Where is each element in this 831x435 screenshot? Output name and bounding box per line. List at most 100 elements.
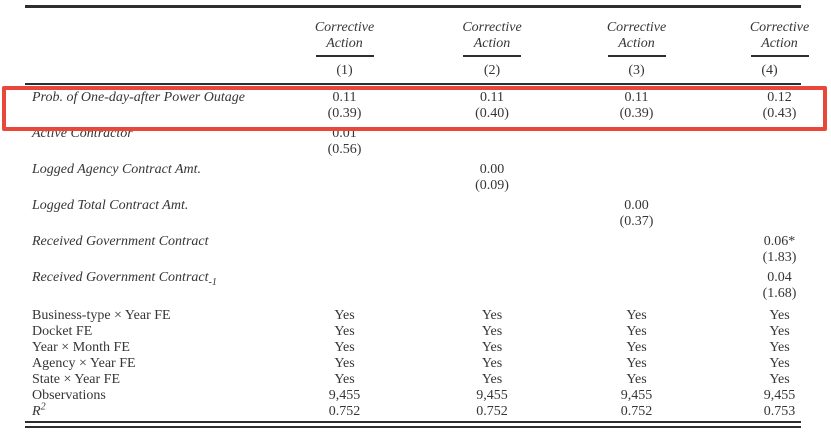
summary-value: Yes bbox=[334, 324, 355, 339]
t-statistic bbox=[270, 286, 419, 302]
t-statistic bbox=[565, 250, 708, 266]
coefficient-value bbox=[728, 198, 831, 214]
coefficient-cell bbox=[708, 196, 831, 232]
summary-value: 9,455 bbox=[328, 388, 361, 403]
coefficient-value bbox=[270, 162, 419, 178]
coefficient-value bbox=[565, 234, 708, 250]
coefficient-value bbox=[419, 198, 565, 214]
coefficient-value bbox=[270, 198, 419, 214]
coefficient-cell: 0.06* (1.83) bbox=[708, 232, 831, 268]
row-label: Logged Total Contract Amt. bbox=[32, 198, 189, 213]
summary-value: 0.752 bbox=[620, 404, 653, 419]
summary-value: 9,455 bbox=[620, 388, 653, 403]
coefficient-cell bbox=[419, 196, 565, 232]
t-statistic: (0.39) bbox=[619, 106, 654, 121]
coefficient-cell: 0.11 (0.40) bbox=[419, 83, 565, 124]
summary-row: Agency × Year FE Yes Yes Yes Yes bbox=[25, 356, 831, 372]
coefficient-cell bbox=[419, 124, 565, 160]
dependent-variable-row: Corrective Action Corrective Action Correc… bbox=[25, 6, 831, 57]
coefficient-value bbox=[419, 270, 565, 286]
t-statistic bbox=[270, 178, 419, 194]
coefficient-cell bbox=[270, 196, 419, 232]
summary-value: Yes bbox=[626, 356, 647, 371]
dependent-variable-label: Corrective Action bbox=[606, 20, 667, 51]
coefficient-value bbox=[270, 234, 419, 250]
column-header: Corrective Action bbox=[708, 6, 831, 57]
bottom-double-rule bbox=[25, 421, 801, 428]
variable-row: Received Government Contract 0.06* (1.83) bbox=[25, 232, 831, 268]
t-statistic: (0.39) bbox=[327, 106, 362, 121]
coefficient-cell: 0.00 (0.37) bbox=[565, 196, 708, 232]
header-spacer bbox=[25, 6, 270, 57]
coefficient-value bbox=[419, 126, 565, 142]
t-statistic bbox=[728, 142, 831, 158]
summary-value: Yes bbox=[626, 308, 647, 323]
coefficient-value: 0.01 bbox=[332, 126, 357, 141]
column-header: Corrective Action bbox=[565, 6, 708, 57]
summary-value: 9,455 bbox=[476, 388, 508, 403]
summary-value: 0.752 bbox=[476, 404, 508, 419]
column-header: Corrective Action bbox=[419, 6, 565, 57]
header-underline bbox=[315, 55, 374, 57]
coefficient-value bbox=[565, 270, 708, 286]
summary-value: Yes bbox=[334, 308, 355, 323]
summary-value: Yes bbox=[769, 340, 790, 355]
summary-value: Yes bbox=[334, 372, 355, 387]
coefficient-value bbox=[728, 162, 831, 178]
dependent-variable-label: Corrective Action bbox=[462, 20, 522, 51]
dependent-variable-label: Corrective Action bbox=[749, 20, 810, 51]
t-statistic bbox=[728, 178, 831, 194]
summary-value: Yes bbox=[626, 340, 647, 355]
row-label: Received Government Contract-1 bbox=[32, 270, 217, 288]
summary-row: Docket FE Yes Yes Yes Yes bbox=[25, 324, 831, 340]
coefficient-cell bbox=[565, 268, 708, 304]
summary-value: Yes bbox=[334, 340, 355, 355]
t-statistic bbox=[419, 142, 565, 158]
coefficient-cell bbox=[565, 160, 708, 196]
dependent-variable-label: Corrective Action bbox=[314, 20, 375, 51]
coefficient-cell: 0.01 (0.56) bbox=[270, 124, 419, 160]
t-statistic: (0.09) bbox=[475, 178, 509, 193]
model-number: (3) bbox=[628, 63, 645, 78]
variable-row: Prob. of One-day-after Power Outage 0.11(… bbox=[25, 83, 831, 124]
t-statistic bbox=[419, 286, 565, 302]
coefficient-cell: 0.11 (0.39) bbox=[565, 83, 708, 124]
summary-row: Observations 9,455 9,455 9,455 9,455 bbox=[25, 388, 831, 404]
row-label: Received Government Contract bbox=[32, 234, 209, 249]
regression-table: Corrective Action Corrective Action Correc… bbox=[25, 6, 831, 420]
coefficient-cell: 0.12 (0.43) bbox=[708, 83, 831, 124]
row-label: Active Contractor bbox=[32, 126, 133, 141]
summary-value: Yes bbox=[481, 340, 503, 355]
row-label: Docket FE bbox=[32, 324, 93, 339]
row-label: Logged Agency Contract Amt. bbox=[32, 162, 202, 177]
row-label: Agency × Year FE bbox=[32, 356, 136, 371]
coefficient-value bbox=[419, 234, 565, 250]
top-rule bbox=[25, 5, 801, 8]
t-statistic: (1.83) bbox=[762, 250, 797, 265]
t-statistic bbox=[419, 214, 565, 230]
coefficient-cell: 0.11 (0.39) bbox=[270, 83, 419, 124]
t-statistic bbox=[565, 142, 708, 158]
t-statistic: (0.40) bbox=[475, 106, 509, 121]
row-label: State × Year FE bbox=[32, 372, 121, 387]
coefficient-cell bbox=[708, 124, 831, 160]
coefficient-value: 0.11 bbox=[624, 90, 649, 105]
coefficient-value bbox=[270, 270, 419, 286]
t-statistic bbox=[565, 178, 708, 194]
model-number: (4) bbox=[761, 63, 778, 78]
coefficient-value bbox=[728, 126, 831, 142]
summary-value: Yes bbox=[769, 308, 790, 323]
row-label: R2 bbox=[32, 401, 46, 419]
coefficient-value: 0.11 bbox=[480, 90, 504, 105]
t-statistic bbox=[270, 214, 419, 230]
summary-value: Yes bbox=[481, 372, 503, 387]
variable-row: Logged Total Contract Amt. 0.00 (0.37) bbox=[25, 196, 831, 232]
coefficient-cell bbox=[419, 268, 565, 304]
summary-row: Business-type × Year FE Yes Yes Yes Yes bbox=[25, 304, 831, 324]
coefficient-value: 0.00 bbox=[624, 198, 649, 213]
summary-value: Yes bbox=[481, 308, 503, 323]
coefficient-value bbox=[565, 162, 708, 178]
coefficient-value: 0.00 bbox=[479, 162, 505, 177]
coefficient-cell: 0.00 (0.09) bbox=[419, 160, 565, 196]
summary-value: Yes bbox=[769, 324, 790, 339]
